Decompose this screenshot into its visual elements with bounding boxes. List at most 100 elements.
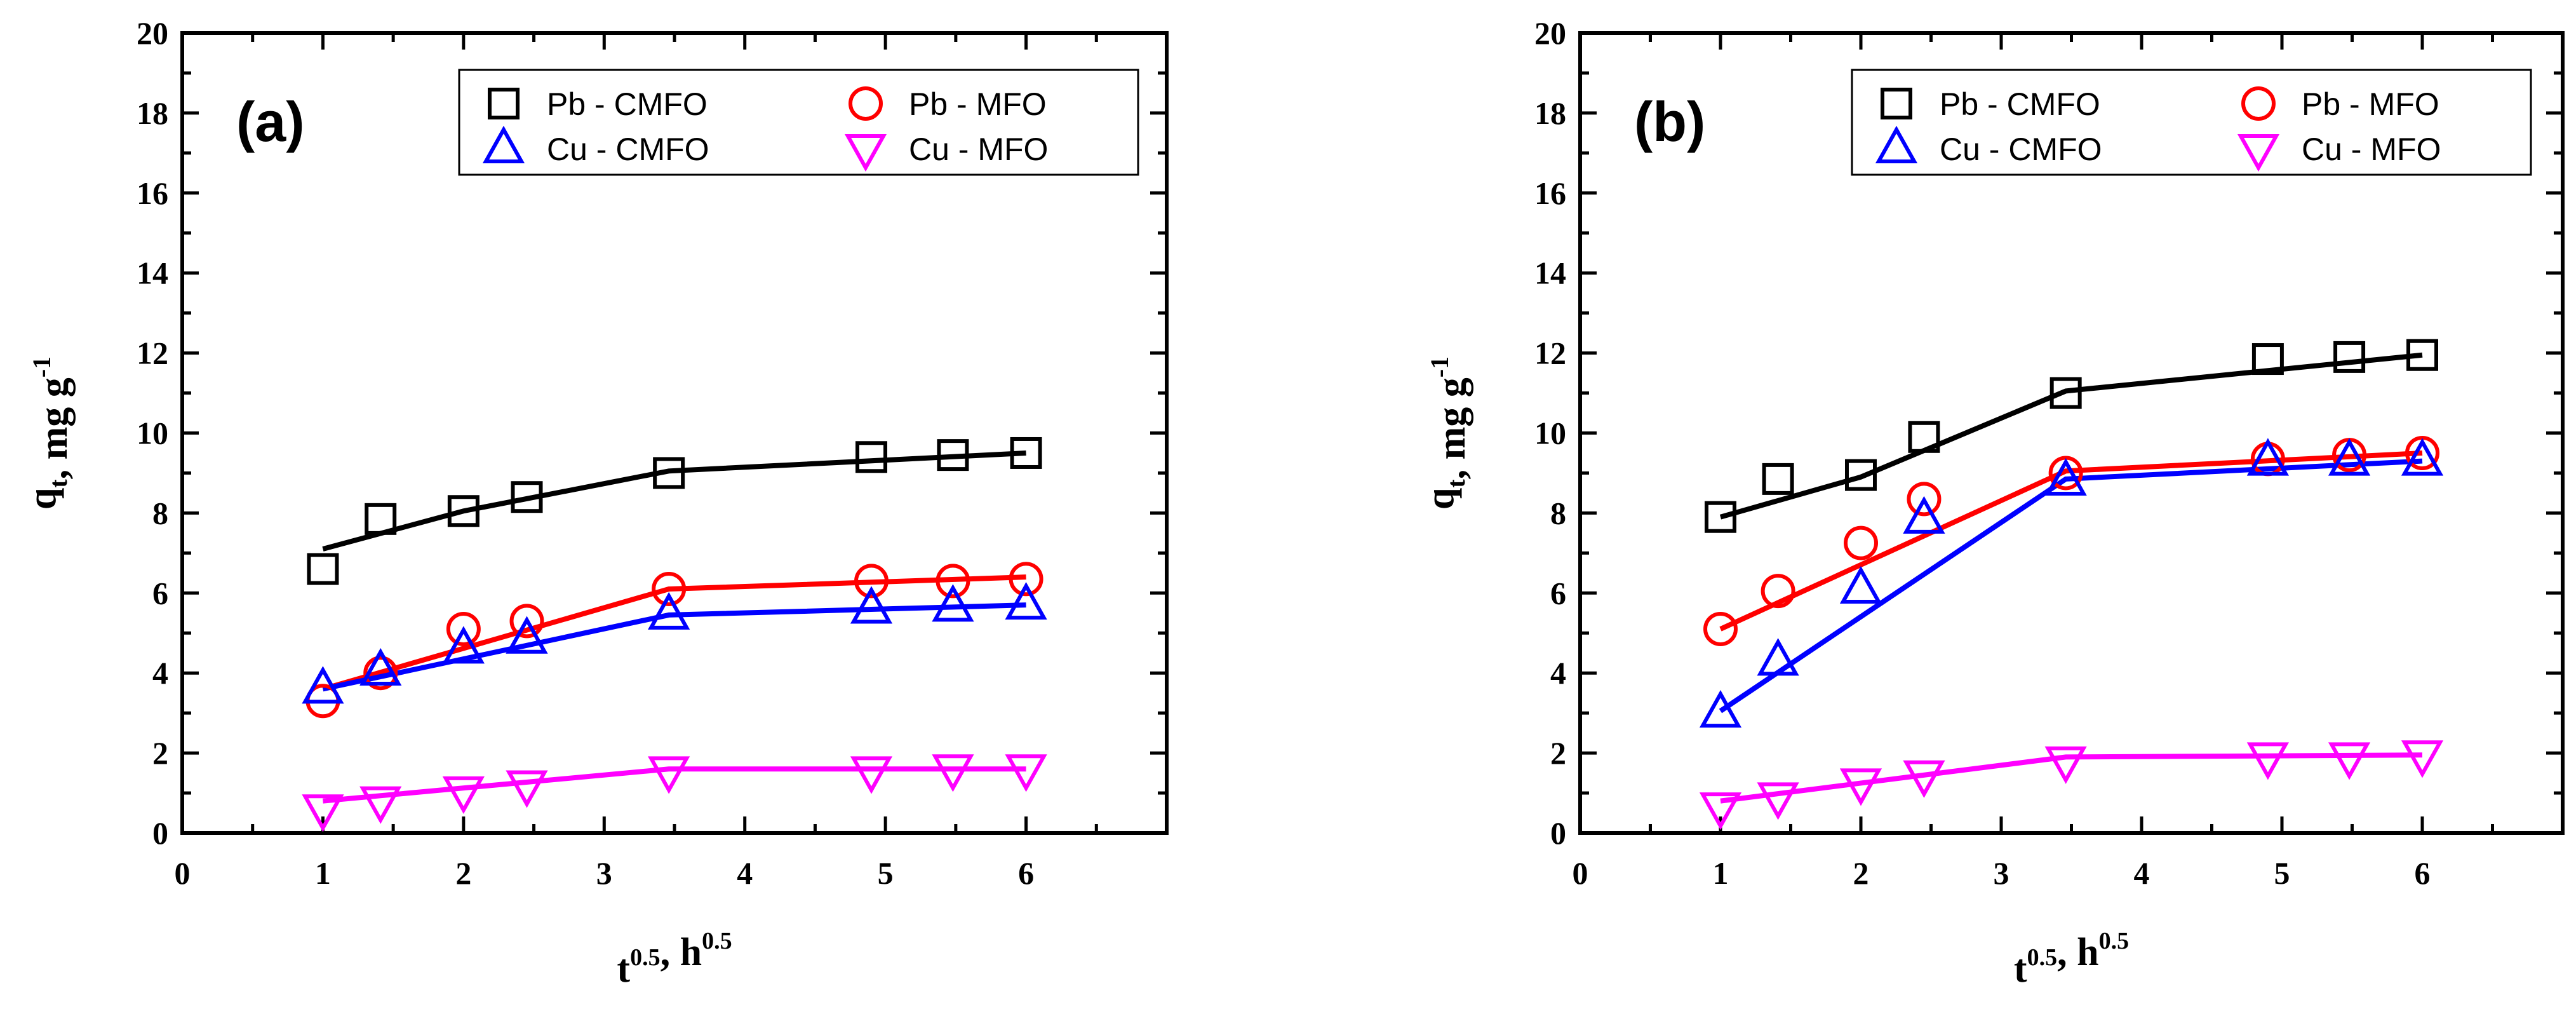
data-point [854, 564, 889, 599]
label-superscript: -1 [27, 356, 56, 377]
x-tick-label: 0 [1573, 855, 1588, 891]
legend: Pb - CMFO Pb - MFO Cu - CMFO Cu - MFO [458, 69, 1139, 176]
data-point [1844, 525, 1878, 560]
legend-label: Pb - CMFO [547, 86, 708, 122]
data-point [1907, 482, 1942, 517]
x-tick-label: 6 [2415, 855, 2431, 891]
data-point [1839, 565, 1882, 604]
data-point [2251, 343, 2284, 376]
data-point [932, 584, 974, 622]
data-point [2406, 339, 2438, 371]
legend-box [458, 69, 1139, 176]
data-point [1757, 782, 1799, 820]
data-point [359, 647, 402, 686]
fit-line [322, 574, 1026, 692]
data-point [302, 666, 344, 704]
legend-label: Pb - MFO [2302, 86, 2439, 122]
label-subscript: t [1442, 479, 1470, 488]
data-point [1845, 459, 1877, 491]
y-tick-label: 0 [1550, 815, 1566, 851]
legend-marker [1875, 125, 1918, 163]
y-tick-label: 20 [137, 15, 168, 51]
label-text-part: q [1419, 488, 1462, 510]
fit-line [1719, 450, 2423, 632]
data-point [2328, 438, 2371, 476]
x-tick-label: 4 [2134, 855, 2150, 891]
data-point [2333, 341, 2366, 373]
data-point [2049, 377, 2082, 409]
data-point [1703, 611, 1738, 646]
x-tick-label: 1 [315, 855, 331, 891]
data-point [509, 604, 544, 639]
legend-marker [2237, 134, 2280, 172]
fit-line [1719, 458, 2423, 714]
label-superscript: 0.5 [630, 944, 661, 971]
y-tick-label: 16 [1534, 175, 1566, 211]
y-tick-label: 6 [1550, 575, 1566, 611]
label-superscript: 0.5 [702, 928, 732, 954]
data-point [2401, 438, 2444, 476]
x-tick-label: 3 [1994, 855, 2009, 891]
data-point [1903, 760, 1945, 798]
data-point [2044, 746, 2087, 784]
data-point [937, 439, 969, 471]
legend-box [1851, 69, 2532, 176]
y-tick-label: 4 [1550, 655, 1566, 691]
y-axis-title: qt, mg g-1 [1419, 356, 1473, 510]
data-point [446, 611, 481, 646]
data-point [307, 553, 339, 585]
data-point [1005, 754, 1047, 792]
data-point [850, 586, 893, 624]
data-point [2246, 438, 2290, 476]
data-point [2044, 457, 2087, 496]
y-tick-label: 12 [1534, 335, 1566, 371]
panel-label: (b) [1634, 90, 1705, 153]
legend-marker [482, 125, 525, 163]
label-superscript: 0.5 [2027, 944, 2058, 971]
legend: Pb - CMFO Pb - MFO Cu - CMFO Cu - MFO [1851, 69, 2532, 176]
x-tick-label: 5 [878, 855, 894, 891]
data-point [442, 626, 485, 664]
y-tick-label: 0 [152, 815, 168, 851]
data-point [1839, 768, 1882, 806]
data-point [2246, 742, 2290, 780]
data-point [653, 457, 685, 489]
data-point [1699, 792, 1742, 830]
data-point [850, 756, 893, 794]
label-text-part: , h [661, 931, 702, 974]
label-text-part: t [617, 947, 630, 991]
y-tick-label: 18 [1534, 95, 1566, 131]
data-point [1010, 437, 1042, 469]
y-tick-label: 18 [137, 95, 168, 131]
x-tick-label: 6 [1018, 855, 1034, 891]
legend-marker [488, 88, 520, 119]
legend-label: Cu - MFO [909, 132, 1048, 167]
y-tick-label: 8 [1550, 495, 1566, 531]
data-point [2048, 456, 2083, 491]
x-tick-label: 2 [455, 855, 471, 891]
y-tick-label: 6 [152, 575, 168, 611]
legend-marker [2241, 86, 2276, 121]
y-tick-label: 10 [1534, 416, 1566, 451]
data-point [1757, 638, 1799, 676]
data-point [855, 441, 887, 473]
y-tick-label: 4 [152, 655, 168, 691]
legend-label: Cu - CMFO [547, 132, 709, 167]
y-tick-label: 12 [137, 335, 168, 371]
data-point [652, 572, 687, 607]
data-point [648, 756, 690, 794]
x-tick-label: 3 [596, 855, 612, 891]
y-tick-label: 16 [137, 175, 168, 211]
data-point [506, 616, 548, 654]
data-point [1699, 690, 1742, 728]
y-tick-label: 14 [1534, 255, 1566, 291]
label-subscript: t [44, 479, 72, 488]
legend-marker [849, 86, 883, 121]
data-point [936, 564, 970, 599]
legend-marker [844, 134, 887, 172]
panel-label: (a) [236, 90, 305, 153]
label-text-part: t [2014, 947, 2027, 991]
y-tick-label: 8 [152, 495, 168, 531]
x-axis-title: t0.5, h0.5 [2014, 928, 2129, 991]
